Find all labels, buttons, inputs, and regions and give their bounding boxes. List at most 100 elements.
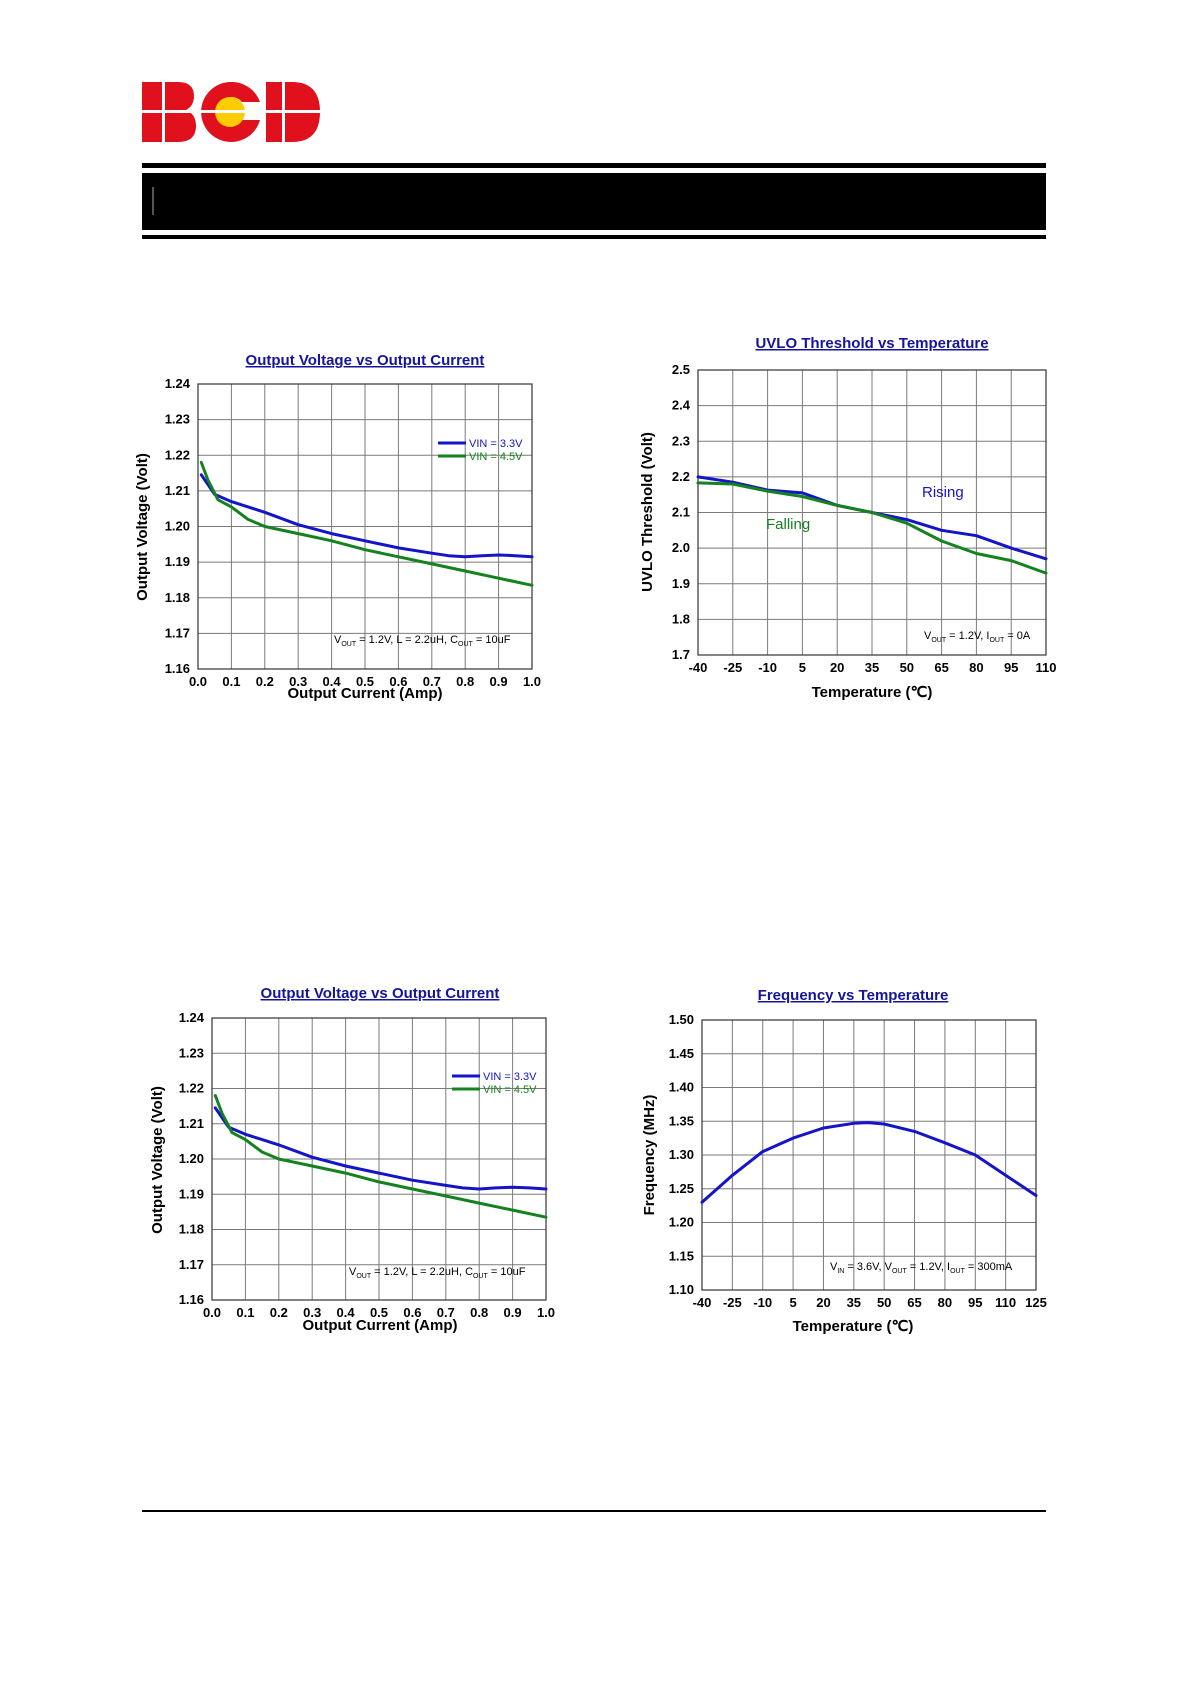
x-tick-label: -40 [693,1295,712,1310]
x-tick-label: 110 [995,1295,1016,1310]
y-tick-label: 1.22 [165,447,190,462]
x-tick-label: 125 [1025,1295,1047,1310]
x-tick-label: 65 [934,660,948,675]
x-tick-label: -10 [758,660,777,675]
x-tick-label: 20 [830,660,844,675]
plot-frame [697,369,1047,656]
x-tick-label: 0.9 [504,1305,522,1320]
x-tick-label: 35 [847,1295,861,1310]
x-axis-label: Output Current (Amp) [288,685,443,702]
x-tick-label: -25 [723,1295,742,1310]
x-tick-label: 65 [907,1295,921,1310]
bcd-logo [142,82,320,142]
y-tick-label: 2.0 [672,540,690,555]
y-tick-label: 1.22 [179,1081,204,1096]
x-tick-label: 35 [865,660,879,675]
y-tick-label: 1.17 [165,625,190,640]
x-tick-label: 80 [969,660,983,675]
y-tick-label: 1.10 [669,1282,694,1297]
y-tick-label: 1.20 [669,1215,694,1230]
x-tick-label: -40 [689,660,708,675]
y-tick-label: 1.21 [179,1116,204,1131]
series-line-2 [199,460,534,587]
conditions-annotation: VOUT = 1.2V, L = 2.2uH, COUT = 10uF [334,634,511,648]
y-tick-label: 1.7 [672,647,690,662]
plot-frame [211,1017,547,1301]
x-tick-label: 0.1 [222,674,240,689]
y-tick-label: 1.23 [179,1045,204,1060]
x-tick-label: 0.3 [289,674,307,689]
x-tick-label: 0.0 [203,1305,221,1320]
x-tick-label: 0.3 [303,1305,321,1320]
chart-title: UVLO Threshold vs Temperature [755,335,988,352]
y-tick-label: 1.18 [165,590,190,605]
x-tick-label: 0.6 [389,674,407,689]
x-tick-label: 5 [799,660,806,675]
x-tick-label: 0.5 [370,1305,388,1320]
x-axis-label: Output Current (Amp) [303,1317,458,1334]
x-tick-label: 1.0 [537,1305,555,1320]
y-tick-label: 2.3 [672,433,690,448]
y-tick-label: 1.25 [669,1181,694,1196]
x-tick-label: 0.7 [437,1305,455,1320]
x-tick-label: 0.4 [337,1305,356,1320]
x-tick-label: -10 [753,1295,772,1310]
x-axis-label: Temperature (℃) [793,1318,914,1335]
y-tick-label: 1.16 [165,661,190,676]
chart-title: Output Voltage vs Output Current [261,985,500,1002]
y-tick-label: 2.4 [672,398,691,413]
y-tick-label: 2.5 [672,362,690,377]
y-tick-label: 1.19 [179,1186,204,1201]
y-tick-label: 1.24 [165,376,191,391]
logo-letter-c [201,82,260,142]
logo-letters [142,82,320,142]
chart-grid [698,370,1046,655]
x-tick-label: 0.7 [423,674,441,689]
series-label: Rising [922,484,964,501]
y-tick-label: 2.1 [672,505,690,520]
chart-grid [212,1018,546,1300]
footer-rule [142,1510,1046,1512]
x-tick-label: 0.8 [470,1305,488,1320]
x-tick-label: 1.0 [523,674,541,689]
x-tick-label: 80 [938,1295,952,1310]
y-tick-label: 1.35 [669,1113,694,1128]
x-tick-label: 20 [816,1295,830,1310]
x-tick-label: 95 [968,1295,982,1310]
y-axis-label: Output Voltage (Volt) [134,453,151,601]
chart-title: Frequency vs Temperature [758,987,949,1004]
x-axis-label: Temperature (℃) [812,684,933,701]
x-tick-label: 0.6 [403,1305,421,1320]
x-tick-label: 0.0 [189,674,207,689]
plot-frame [701,1019,1037,1291]
x-tick-label: 0.4 [323,674,342,689]
x-tick-label: 0.2 [270,1305,288,1320]
header-bottom-rule [142,235,1046,239]
x-tick-label: 95 [1004,660,1018,675]
y-tick-label: 1.20 [165,519,190,534]
plot-frame [197,383,533,670]
y-tick-label: 1.15 [669,1248,694,1263]
y-tick-label: 1.8 [672,611,690,626]
series-line-1 [199,473,534,559]
y-axis-label: Output Voltage (Volt) [149,1086,166,1234]
x-tick-label: -25 [723,660,742,675]
x-tick-label: 0.1 [236,1305,254,1320]
y-tick-label: 1.40 [669,1080,694,1095]
header-bar-tick [152,187,154,215]
y-tick-label: 2.2 [672,469,690,484]
x-tick-label: 5 [789,1295,796,1310]
chart-grid [198,384,532,669]
legend-label: VIN = 4.5V [483,1084,537,1096]
series-label: Falling [766,516,810,533]
series-line-1 [700,1121,1038,1204]
series-line-1 [213,1106,548,1191]
x-tick-label: 50 [877,1295,891,1310]
y-tick-label: 1.50 [669,1012,694,1027]
x-tick-label: 0.5 [356,674,374,689]
y-tick-label: 1.21 [165,483,190,498]
series-line-2 [696,481,1048,575]
